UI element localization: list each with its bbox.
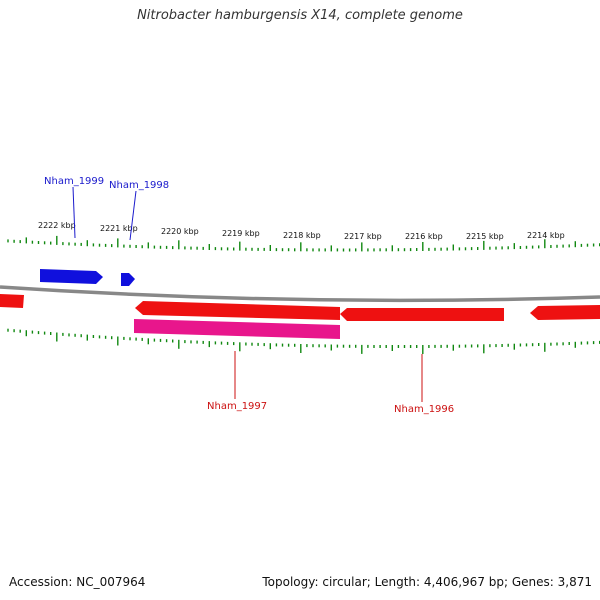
tick-label-2219: 2219 kbp <box>222 229 260 238</box>
leader-nham-1999 <box>72 186 76 239</box>
gene-nham-1997-highlight-bar[interactable] <box>134 319 340 339</box>
genome-backbone <box>0 285 600 303</box>
gene-nham-1999-arrow[interactable] <box>40 269 103 284</box>
genome-summary-text: Topology: circular; Length: 4,406,967 bp… <box>262 575 592 589</box>
accession-text: Accession: NC_007964 <box>9 575 146 589</box>
gene-nham-1998-arrow[interactable] <box>121 273 135 286</box>
gene-label-nham-1999[interactable]: Nham_1999 <box>44 176 104 187</box>
tick-label-2221: 2221 kbp <box>100 224 138 233</box>
leader-nham-1998 <box>129 190 137 241</box>
tick-label-2214: 2214 kbp <box>527 231 565 240</box>
gene-labels: Nham_1999 Nham_1998 Nham_1997 Nham_1996 <box>44 176 454 415</box>
tick-label-2222: 2222 kbp <box>38 221 76 230</box>
reverse-genes <box>0 294 600 339</box>
tick-label-2215: 2215 kbp <box>466 232 504 241</box>
gene-left-partial-arrow[interactable] <box>0 294 24 308</box>
gene-right-partial-arrow[interactable] <box>530 305 600 320</box>
tick-label-2220: 2220 kbp <box>161 227 199 236</box>
tick-label-2218: 2218 kbp <box>283 231 321 240</box>
outer-tick-row <box>7 235 600 252</box>
gene-label-nham-1998[interactable]: Nham_1998 <box>109 180 169 191</box>
label-leaders <box>72 186 423 402</box>
tick-label-2216: 2216 kbp <box>405 232 443 241</box>
map-title: Nitrobacter hamburgensis X14, complete g… <box>137 8 463 23</box>
gene-label-nham-1997[interactable]: Nham_1997 <box>207 401 267 412</box>
gene-label-nham-1996[interactable]: Nham_1996 <box>394 404 454 415</box>
gene-nham-1997-red-arrow[interactable] <box>135 301 340 320</box>
forward-genes <box>40 269 135 286</box>
tick-labels: 2222 kbp 2221 kbp 2220 kbp 2219 kbp 2218… <box>38 221 565 241</box>
gene-nham-1996-arrow[interactable] <box>340 308 504 321</box>
tick-label-2217: 2217 kbp <box>344 232 382 241</box>
